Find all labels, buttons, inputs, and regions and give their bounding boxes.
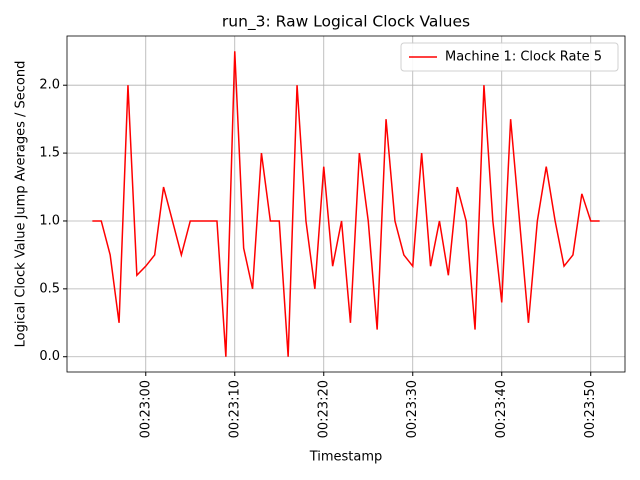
chart-title: run_3: Raw Logical Clock Values — [222, 13, 470, 32]
y-tick-label: 1.5 — [39, 146, 60, 161]
legend-box — [400, 42, 619, 72]
x-axis-label: Timestamp — [309, 450, 383, 465]
x-tick-label: 00:23:00 — [138, 380, 153, 438]
y-tick-label: 0.0 — [39, 349, 60, 364]
data-line — [92, 51, 600, 357]
y-tick-label: 0.5 — [39, 281, 60, 296]
x-tick-label: 00:23:30 — [405, 380, 420, 438]
y-axis-label: Logical Clock Value Jump Averages / Seco… — [14, 61, 29, 348]
plot-frame — [66, 35, 626, 373]
legend-label: Machine 1: Clock Rate 5 — [445, 50, 602, 65]
y-tick-label: 2.0 — [39, 78, 60, 93]
y-tick-label: 1.0 — [39, 213, 60, 228]
x-tick-label: 00:23:40 — [494, 380, 509, 438]
x-tick-label: 00:23:20 — [316, 380, 331, 438]
x-tick-label: 00:23:50 — [583, 380, 598, 438]
x-tick-label: 00:23:10 — [227, 380, 242, 438]
